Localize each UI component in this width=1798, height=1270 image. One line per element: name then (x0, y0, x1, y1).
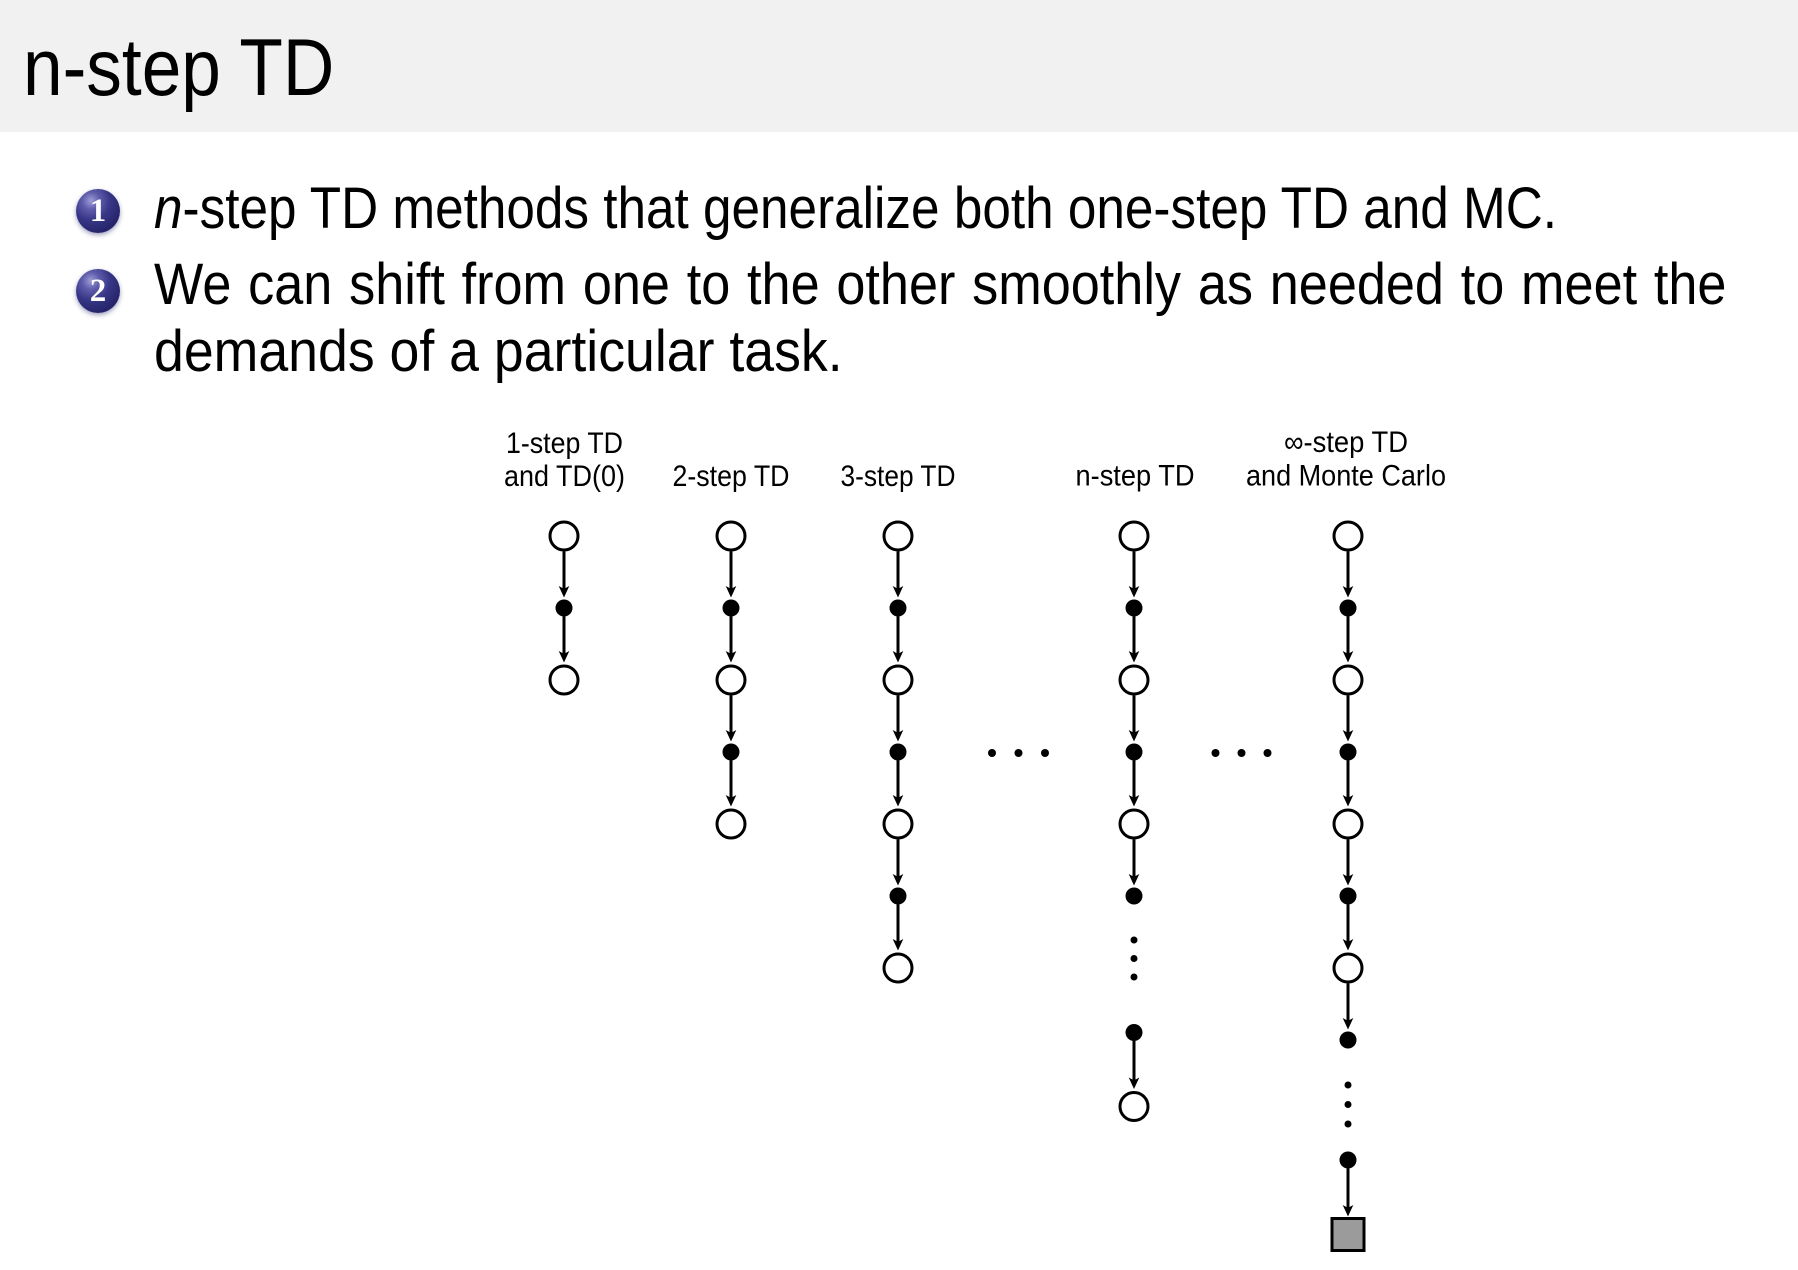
svg-text:∞-step TD: ∞-step TD (1284, 426, 1408, 459)
svg-text:1-step TD: 1-step TD (506, 427, 623, 460)
svg-text:n-step TD: n-step TD (1076, 460, 1195, 493)
svg-text:3-step TD: 3-step TD (841, 460, 956, 493)
svg-text:and Monte Carlo: and Monte Carlo (1246, 460, 1446, 493)
svg-text:and TD(0): and TD(0) (504, 460, 625, 493)
svg-text:2-step TD: 2-step TD (673, 460, 790, 493)
